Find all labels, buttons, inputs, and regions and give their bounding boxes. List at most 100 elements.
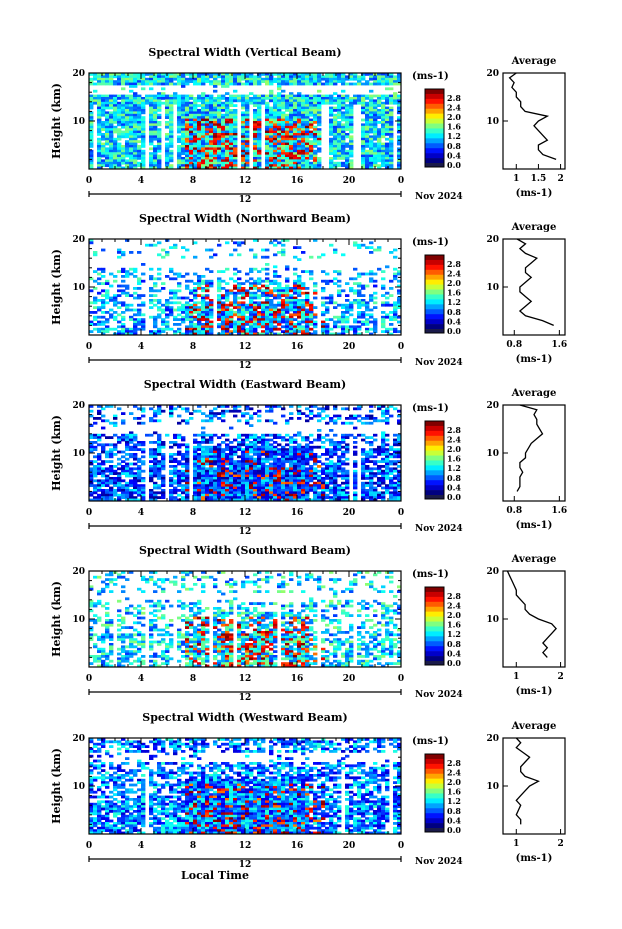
colorbar-swatch xyxy=(425,304,444,310)
heatmap-cell xyxy=(321,330,326,333)
heatmap-cell xyxy=(393,330,398,333)
heatmap-cell xyxy=(233,327,238,331)
heatmap-cell xyxy=(185,287,190,290)
heatmap-cell xyxy=(121,489,126,492)
heatmap-cell xyxy=(397,315,401,319)
heatmap-cell xyxy=(249,325,254,329)
heatmap-cell xyxy=(201,140,206,143)
heatmap-cell xyxy=(269,154,274,158)
heatmap-cell xyxy=(125,294,130,297)
heatmap-cell xyxy=(177,116,182,119)
heatmap-cell xyxy=(197,118,202,122)
heatmap-cell xyxy=(341,306,346,309)
heatmap-cell xyxy=(285,147,290,151)
heatmap-cell xyxy=(269,489,274,492)
heatmap-cell xyxy=(213,469,218,473)
heatmap-cell xyxy=(277,111,282,115)
heatmap-cell xyxy=(281,118,286,122)
heatmap-cell xyxy=(181,118,186,122)
heatmap-cell xyxy=(365,166,370,169)
heatmap-cell xyxy=(281,149,286,153)
heatmap-cell xyxy=(133,291,138,295)
heatmap-cell xyxy=(253,154,258,158)
heatmap-cell xyxy=(193,294,198,297)
heatmap-cell xyxy=(153,118,158,122)
heatmap-cell xyxy=(129,142,134,146)
heatmap-cell xyxy=(157,159,162,163)
heatmap-cell xyxy=(101,104,106,107)
heatmap-cell xyxy=(269,496,274,499)
heatmap-cell xyxy=(213,149,218,153)
heatmap-cell xyxy=(185,125,190,129)
heatmap-cell xyxy=(241,164,246,167)
heatmap-cell xyxy=(157,462,162,466)
heatmap-cell xyxy=(89,311,94,314)
heatmap-cell xyxy=(197,282,202,285)
heatmap-cell xyxy=(229,80,234,83)
heatmap-cell xyxy=(233,438,238,442)
heatmap-cell xyxy=(273,133,278,136)
heatmap-cell xyxy=(385,159,390,163)
heatmap-cell xyxy=(257,320,262,324)
heatmap-cell xyxy=(225,75,230,79)
heatmap-cell xyxy=(397,125,401,129)
heatmap-cell xyxy=(165,80,170,83)
heatmap-cell xyxy=(197,73,202,76)
heatmap-cell xyxy=(93,327,98,331)
heatmap-cell xyxy=(101,135,106,139)
heatmap-cell xyxy=(181,145,186,148)
heatmap-cell xyxy=(345,133,350,136)
heatmap-cell xyxy=(121,104,126,107)
heatmap-cell xyxy=(201,419,206,423)
heatmap-cell xyxy=(141,318,146,321)
heatmap-cell xyxy=(141,142,146,146)
heatmap-cell xyxy=(297,142,302,146)
heatmap-cell xyxy=(317,97,322,100)
heatmap-cell xyxy=(193,330,198,333)
heatmap-cell xyxy=(229,481,234,485)
heatmap-cell xyxy=(201,106,206,110)
heatmap-cell xyxy=(361,82,366,86)
heatmap-cell xyxy=(201,313,206,317)
heatmap-cell xyxy=(157,453,162,456)
heatmap-cell xyxy=(193,113,198,117)
heatmap-cell xyxy=(281,121,286,124)
heatmap-cell xyxy=(113,315,118,319)
heatmap-cell xyxy=(273,498,278,501)
heatmap-cell xyxy=(221,104,226,107)
heatmap-cell xyxy=(353,82,358,86)
heatmap-cell xyxy=(105,157,110,160)
heatmap-cell xyxy=(245,493,250,497)
heatmap-cell xyxy=(113,149,118,153)
heatmap-cell xyxy=(333,121,338,124)
heatmap-cell xyxy=(293,152,298,155)
heatmap-cell xyxy=(185,496,190,499)
heatmap-cell xyxy=(133,318,138,321)
heatmap-cell xyxy=(237,241,242,245)
heatmap-cell xyxy=(205,294,210,297)
heatmap-cell xyxy=(269,291,274,295)
x-tick-label: 0 xyxy=(86,176,92,186)
heatmap-cell xyxy=(141,97,146,100)
heatmap-cell xyxy=(317,128,322,131)
heatmap-cell xyxy=(337,303,342,307)
heatmap-cell xyxy=(281,294,286,297)
heatmap-cell xyxy=(289,116,294,119)
heatmap-cell xyxy=(137,121,142,124)
heatmap-cell xyxy=(149,152,154,155)
heatmap-cell xyxy=(129,455,134,459)
heatmap-cell xyxy=(197,498,202,501)
heatmap-cell xyxy=(213,460,218,463)
heatmap-cell xyxy=(365,123,370,127)
heatmap-cell xyxy=(253,441,258,444)
heatmap-cell xyxy=(169,296,174,300)
heatmap-cell xyxy=(349,149,354,153)
heatmap-cell xyxy=(225,111,230,115)
heatmap-cell xyxy=(153,409,158,413)
heatmap-cell xyxy=(353,75,358,79)
heatmap-cell xyxy=(241,489,246,492)
heatmap-cell xyxy=(153,419,158,423)
heatmap-cell xyxy=(221,450,226,454)
heatmap-cell xyxy=(217,474,222,478)
heatmap-cell xyxy=(297,92,302,95)
